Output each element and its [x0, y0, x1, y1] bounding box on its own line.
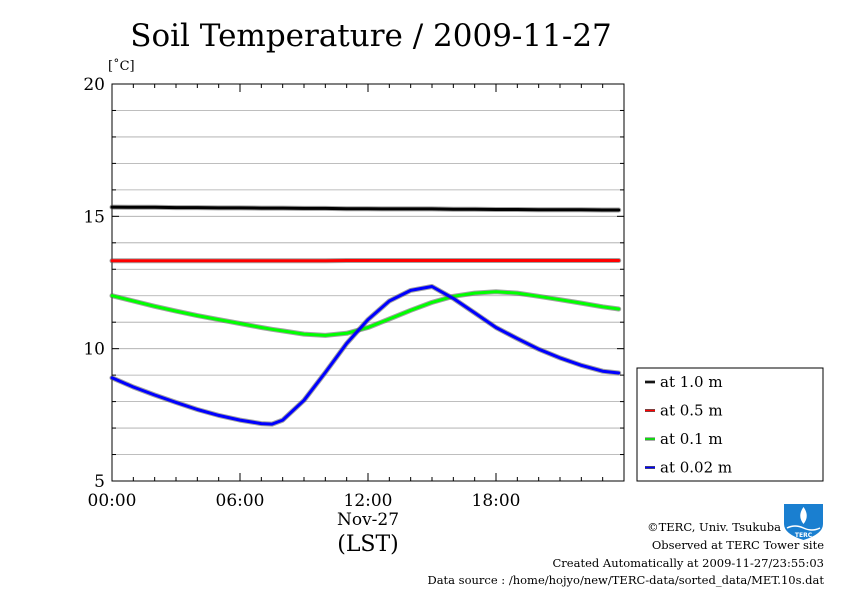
- plot-frame: [111, 83, 625, 482]
- x-axis-label: (LST): [337, 532, 399, 557]
- y-tick-label: 5: [94, 472, 105, 492]
- created-text: Created Automatically at 2009-11-27/23:5…: [553, 556, 825, 570]
- series-line: [110, 205, 621, 212]
- legend-box: [636, 367, 824, 482]
- x-tick-label: 06:00: [216, 491, 265, 511]
- y-tick-label: 20: [83, 75, 105, 95]
- y-tick-labels: 5 10 15 20: [83, 75, 105, 492]
- data-series: [109, 204, 622, 427]
- site-text: Observed at TERC Tower site: [652, 538, 824, 552]
- credit-text: ©TERC, Univ. Tsukuba: [647, 520, 781, 534]
- legend: at 1.0 m at 0.5 m at 0.1 m at 0.02 m: [645, 373, 732, 477]
- y-axis-unit: [˚C]: [108, 58, 135, 74]
- date-label: Nov-27: [337, 510, 399, 530]
- grid-lines: [112, 110, 624, 455]
- chart-title: Soil Temperature / 2009-11-27: [130, 18, 612, 54]
- x-tick-label: 12:00: [344, 491, 393, 511]
- logo-wave-icon: [786, 525, 821, 531]
- series-line-shadow: [109, 284, 622, 427]
- legend-label: at 0.1 m: [660, 430, 723, 448]
- y-tick-label: 10: [83, 340, 105, 360]
- x-tick-label: 18:00: [472, 491, 521, 511]
- terc-logo: TERC: [784, 504, 823, 540]
- source-text: Data source : /home/hojyo/new/TERC-data/…: [427, 573, 824, 587]
- legend-label: at 0.5 m: [660, 402, 723, 420]
- legend-label: at 1.0 m: [660, 373, 723, 391]
- x-tick-labels: 00:00 06:00 12:00 18:00: [88, 491, 521, 511]
- axis-ticks: [111, 83, 625, 482]
- logo-text: TERC: [795, 532, 813, 539]
- x-tick-label: 00:00: [88, 491, 137, 511]
- logo-drop-icon: [800, 507, 807, 524]
- y-tick-label: 15: [83, 207, 105, 227]
- series-line: [110, 285, 621, 426]
- series-line: [110, 290, 621, 337]
- legend-label: at 0.02 m: [660, 459, 732, 477]
